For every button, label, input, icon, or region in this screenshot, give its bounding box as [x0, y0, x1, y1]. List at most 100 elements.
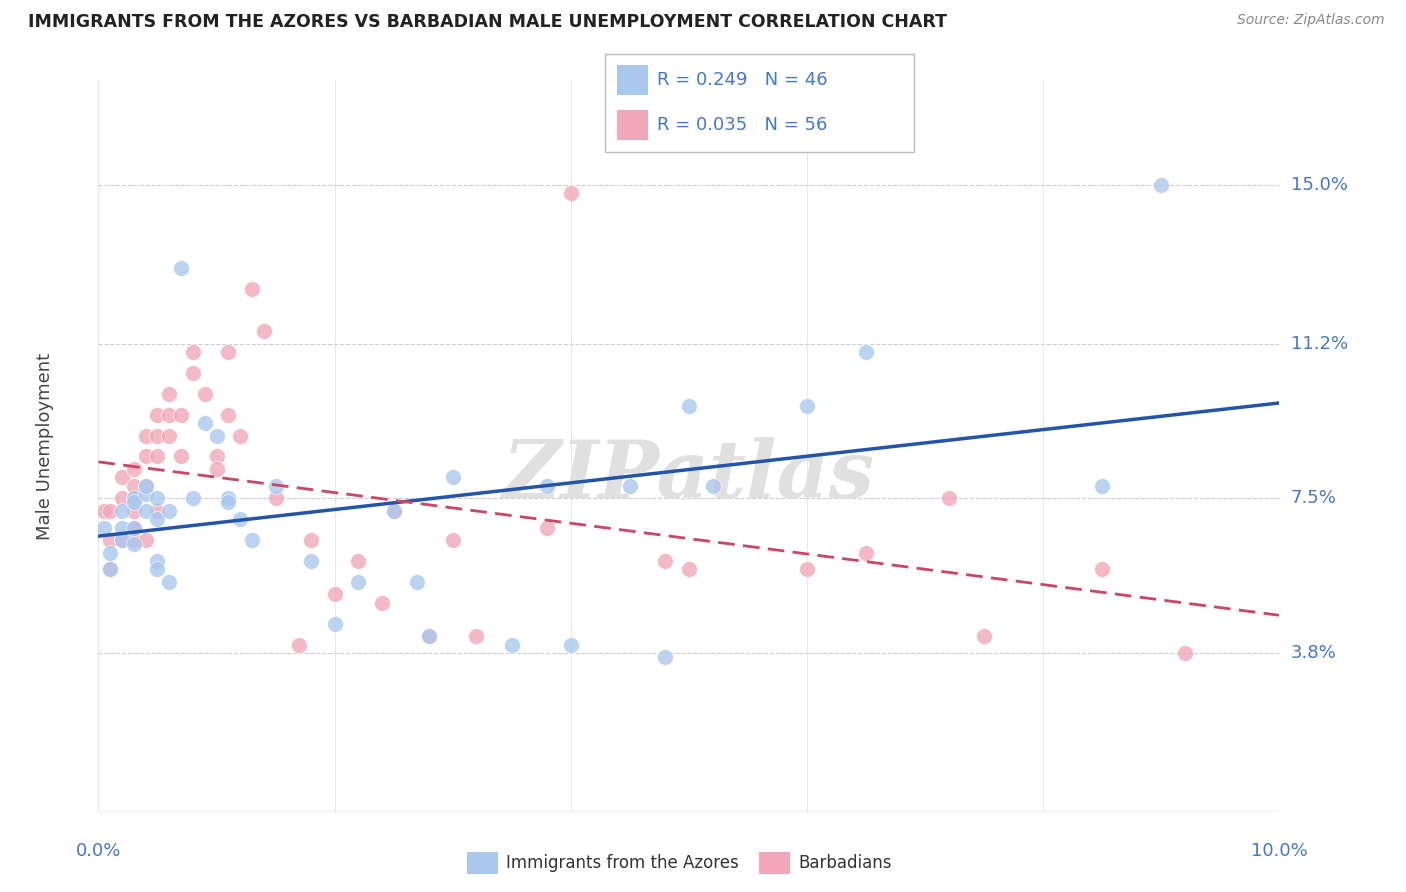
Point [146, 512, 169, 526]
Point [122, 504, 145, 518]
Point [122, 533, 145, 547]
Point [135, 479, 157, 493]
Point [253, 324, 276, 338]
Point [157, 408, 180, 422]
Point [146, 491, 169, 506]
Point [170, 408, 193, 422]
Point [111, 533, 134, 547]
Bar [617, 111, 648, 140]
Point [135, 533, 157, 547]
Point [146, 408, 169, 422]
Point [619, 479, 641, 493]
Point [122, 462, 145, 476]
Text: Male Unemployment: Male Unemployment [37, 352, 55, 540]
Point [146, 428, 169, 442]
Point [194, 386, 217, 401]
Point [654, 650, 676, 665]
Point [157, 574, 180, 589]
Point [170, 261, 193, 276]
Point [1174, 646, 1197, 660]
Point [702, 479, 724, 493]
Point [135, 487, 157, 501]
Point [135, 450, 157, 464]
Point [135, 479, 157, 493]
Point [371, 596, 394, 610]
Point [796, 399, 818, 413]
Point [181, 491, 204, 506]
Point [217, 491, 239, 506]
Point [93, 520, 115, 534]
Point [560, 638, 582, 652]
Text: IMMIGRANTS FROM THE AZORES VS BARBADIAN MALE UNEMPLOYMENT CORRELATION CHART: IMMIGRANTS FROM THE AZORES VS BARBADIAN … [28, 13, 948, 31]
Text: 11.2%: 11.2% [1291, 334, 1348, 352]
Point [98, 504, 121, 518]
Bar [759, 852, 790, 874]
Text: 0.0%: 0.0% [76, 842, 121, 860]
Point [264, 491, 287, 506]
Point [441, 470, 464, 484]
Point [855, 345, 877, 359]
Point [205, 462, 228, 476]
FancyBboxPatch shape [605, 54, 914, 152]
Point [98, 533, 121, 547]
Point [347, 554, 370, 568]
Text: 7.5%: 7.5% [1291, 489, 1337, 508]
Point [122, 491, 145, 506]
Point [229, 512, 252, 526]
Point [501, 638, 523, 652]
Point [111, 504, 134, 518]
Point [240, 533, 263, 547]
Point [654, 554, 676, 568]
Point [98, 562, 121, 576]
Text: ZIPatlas: ZIPatlas [503, 436, 875, 514]
Point [418, 629, 440, 643]
Text: R = 0.249   N = 46: R = 0.249 N = 46 [657, 71, 828, 89]
Point [111, 491, 134, 506]
Point [111, 520, 134, 534]
Point [122, 520, 145, 534]
Point [229, 428, 252, 442]
Point [796, 562, 818, 576]
Point [299, 533, 322, 547]
Point [135, 504, 157, 518]
Point [111, 533, 134, 547]
Point [536, 479, 558, 493]
Point [217, 495, 239, 509]
Point [973, 629, 995, 643]
Point [157, 504, 180, 518]
Text: 10.0%: 10.0% [1251, 842, 1308, 860]
Point [938, 491, 960, 506]
Point [146, 562, 169, 576]
Point [170, 450, 193, 464]
Point [264, 479, 287, 493]
Point [122, 479, 145, 493]
Point [93, 504, 115, 518]
Point [1091, 479, 1114, 493]
Text: 15.0%: 15.0% [1291, 176, 1347, 194]
Text: R = 0.035   N = 56: R = 0.035 N = 56 [657, 116, 828, 134]
Point [122, 491, 145, 506]
Point [240, 282, 263, 296]
Bar [467, 852, 498, 874]
Point [205, 450, 228, 464]
Text: Barbadians: Barbadians [799, 854, 893, 872]
Point [205, 428, 228, 442]
Point [678, 399, 700, 413]
Point [146, 450, 169, 464]
Point [111, 470, 134, 484]
Point [146, 554, 169, 568]
Point [299, 554, 322, 568]
Point [678, 562, 700, 576]
Point [382, 504, 405, 518]
Point [560, 186, 582, 201]
Point [217, 408, 239, 422]
Point [98, 562, 121, 576]
Point [441, 533, 464, 547]
Point [181, 345, 204, 359]
Point [157, 386, 180, 401]
Point [135, 428, 157, 442]
Point [1091, 562, 1114, 576]
Point [1150, 178, 1173, 192]
Point [146, 504, 169, 518]
Point [418, 629, 440, 643]
